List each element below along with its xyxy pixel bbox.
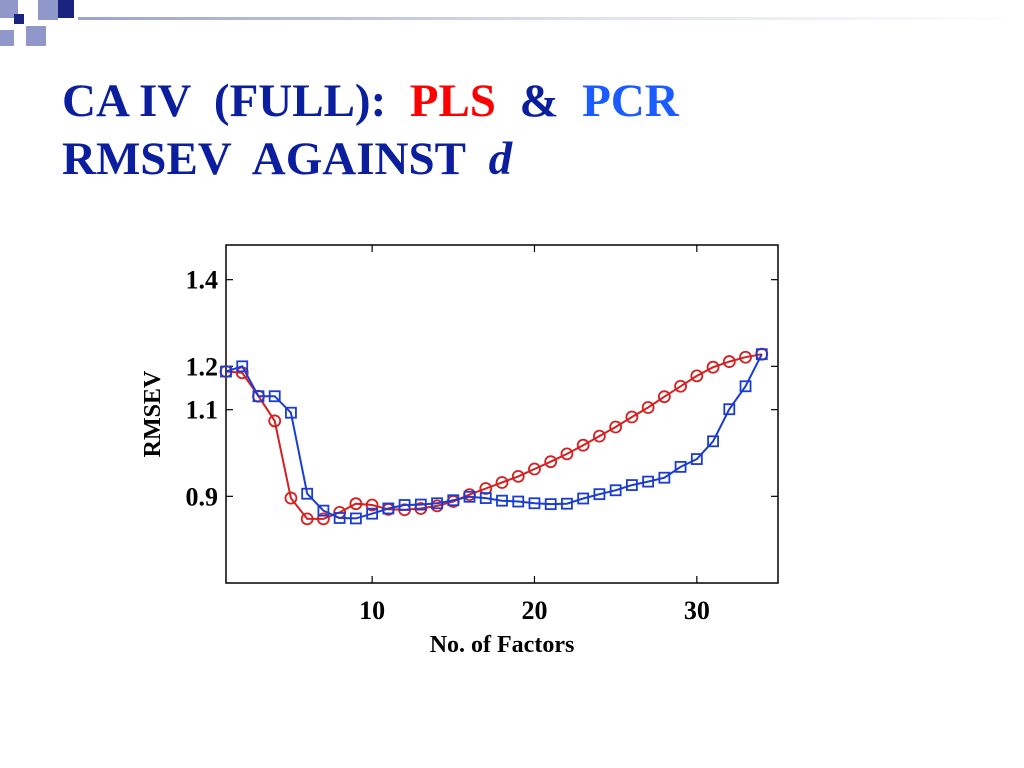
deco-square-dark (14, 14, 24, 24)
series-0-point (739, 350, 752, 364)
slide-title: CA IV (FULL): PLS & PCR RMSEV AGAINST d (62, 72, 679, 188)
series-1-point (544, 498, 557, 511)
series-0-point (268, 414, 282, 428)
series-0-point (317, 512, 330, 526)
series-1-point (431, 497, 443, 510)
plot-frame (225, 244, 779, 584)
series-0-point (528, 462, 541, 476)
series-1-point (755, 348, 768, 361)
y-tick-label: 1.4 (186, 266, 219, 295)
series-0-point (284, 491, 298, 505)
deco-square-light-2 (38, 0, 58, 20)
title-amp: & (495, 75, 583, 127)
series-1-point (658, 471, 671, 484)
series-1-point (252, 390, 265, 403)
title-pcr: PCR (582, 75, 679, 127)
x-tick-label: 30 (684, 596, 710, 625)
deco-square-light-4 (0, 30, 14, 46)
y-tick-label: 1.1 (186, 396, 219, 425)
series-0-point (511, 469, 525, 483)
series-0-point (593, 429, 606, 443)
series-0-point (657, 390, 671, 404)
series-1-point (220, 365, 232, 378)
header-rule (78, 17, 1024, 20)
series-1-point (285, 406, 297, 419)
series-0-point (674, 379, 687, 393)
series-1-point (707, 435, 719, 448)
series-1-point (414, 498, 427, 511)
series-1-point (496, 494, 508, 507)
series-1-point (739, 380, 752, 393)
series-1-point (301, 487, 314, 500)
series-1-point (382, 502, 395, 515)
series-0-line (225, 353, 762, 520)
series-1-point (642, 475, 655, 488)
title-pls: PLS (409, 75, 496, 127)
x-axis-title: No. of Factors (430, 632, 575, 658)
deco-square-light-3 (26, 26, 46, 46)
series-1-point (268, 390, 281, 403)
series-1-point (512, 495, 525, 508)
series-0-point (544, 455, 558, 469)
series-1-point (366, 507, 379, 520)
series-1-point (609, 484, 622, 497)
title-line2-prefix: RMSEV AGAINST (62, 133, 489, 185)
series-1-point (561, 497, 573, 510)
title-d: d (488, 133, 513, 185)
series-1-point (317, 504, 330, 517)
series-0-point (300, 512, 314, 526)
y-tick-label: 1.2 (186, 352, 219, 381)
series-1-point (236, 360, 249, 373)
series-1-line (225, 353, 763, 520)
series-1-point (674, 460, 687, 473)
series-0-point (479, 482, 493, 495)
series-0-point (625, 410, 639, 424)
series-1-point (479, 492, 492, 504)
series-0-point (690, 369, 704, 383)
series-0-point (495, 476, 509, 489)
y-tick-label: 0.9 (186, 482, 219, 511)
series-1-point (577, 492, 590, 505)
series-0-point (560, 447, 574, 461)
series-1-point (447, 494, 460, 507)
series-1-point (349, 512, 362, 525)
series-0-point (349, 497, 363, 511)
series-0-point (641, 401, 655, 414)
series-0-point (609, 420, 623, 434)
series-0-point (576, 438, 590, 452)
title-line1-prefix: CA IV (FULL): (62, 75, 410, 127)
series-1-point (625, 479, 638, 491)
series-1-point (398, 499, 411, 511)
series-1-point (723, 403, 736, 416)
x-tick-label: 20 (521, 596, 547, 625)
deco-square-light (0, 0, 18, 18)
y-axis-title: RMSEV (140, 370, 166, 457)
series-1-point (463, 490, 476, 503)
series-1-point (593, 488, 606, 501)
series-1-point (528, 497, 541, 510)
corner-decoration (0, 0, 80, 50)
series-0-point (365, 498, 379, 512)
series-1-point (333, 512, 346, 524)
x-tick-label: 10 (359, 596, 385, 625)
series-0-point (722, 355, 736, 368)
series-0-point (706, 360, 720, 374)
series-1-point (690, 453, 703, 465)
deco-square-dark-2 (58, 0, 74, 18)
